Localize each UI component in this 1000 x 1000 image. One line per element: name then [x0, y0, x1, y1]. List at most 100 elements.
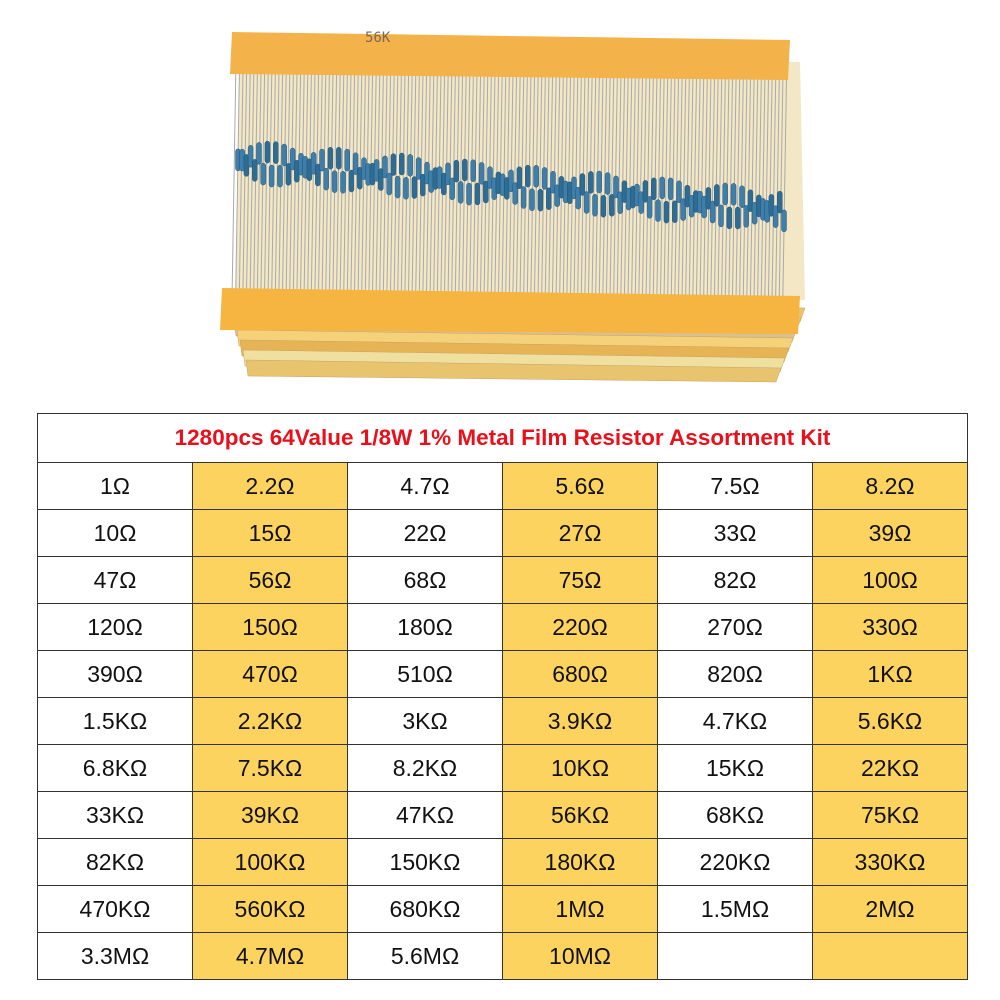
resistor-value: 220KΩ — [657, 838, 813, 886]
resistor-value: 4.7MΩ — [192, 932, 348, 980]
resistor-body — [768, 194, 775, 217]
resistor-body — [667, 177, 674, 201]
resistor-body — [483, 180, 489, 204]
table-row: 1Ω 2.2Ω 4.7Ω 5.6Ω 7.5Ω 8.2Ω — [37, 462, 968, 510]
resistor-body — [579, 173, 586, 196]
resistor-value: 8.2KΩ — [347, 744, 503, 792]
resistor-value: 10MΩ — [502, 932, 658, 980]
resistor-value: 150KΩ — [347, 838, 503, 886]
wire — [245, 59, 251, 301]
wire — [591, 59, 597, 301]
resistor-value: 1.5MΩ — [657, 885, 813, 933]
table-row: 1.5KΩ 2.2KΩ 3KΩ 3.9KΩ 4.7KΩ 5.6KΩ — [37, 697, 968, 745]
resistor-value: 680KΩ — [347, 885, 503, 933]
resistor-value: 270Ω — [657, 603, 813, 651]
resistor-body — [264, 140, 271, 164]
resistor-body — [268, 164, 275, 188]
resistor-body — [659, 176, 665, 200]
wire — [407, 59, 413, 301]
resistor-value: 330KΩ — [812, 838, 968, 886]
resistor-body — [453, 159, 460, 183]
wire — [634, 59, 640, 301]
wire — [681, 59, 687, 301]
wire — [631, 59, 637, 301]
empty-cell — [812, 932, 968, 980]
wire — [263, 59, 269, 301]
wire — [757, 59, 763, 301]
resistor-body — [289, 147, 296, 171]
resistor-value: 390Ω — [37, 650, 193, 698]
resistor-body — [651, 177, 657, 201]
resistor-value: 6.8KΩ — [37, 744, 193, 792]
wire — [688, 59, 694, 301]
resistor-body — [277, 164, 283, 188]
wire — [731, 59, 737, 301]
wire — [566, 59, 572, 301]
wire — [242, 59, 248, 301]
resistor-value: 39Ω — [812, 509, 968, 557]
resistor-body — [478, 162, 485, 185]
table-title: 1280pcs 64Value 1/8W 1% Metal Film Resis… — [37, 413, 968, 463]
table-row: 33KΩ 39KΩ 47KΩ 56KΩ 68KΩ 75KΩ — [37, 791, 968, 839]
resistor-body — [739, 185, 745, 208]
resistor-value: 120Ω — [37, 603, 193, 651]
wire — [238, 59, 244, 301]
wire — [616, 59, 622, 301]
resistor-value: 15KΩ — [657, 744, 813, 792]
resistor-value: 2.2Ω — [192, 462, 348, 510]
wire — [663, 59, 669, 301]
resistor-body — [487, 166, 493, 189]
wire — [623, 59, 629, 301]
resistor-value: 180Ω — [347, 603, 503, 651]
resistor-value: 2MΩ — [812, 885, 968, 933]
resistor-value: 68KΩ — [657, 791, 813, 839]
resistor-body — [382, 155, 388, 179]
wire — [353, 59, 359, 301]
resistor-value: 10KΩ — [502, 744, 658, 792]
wire — [627, 59, 633, 301]
wire — [749, 59, 755, 301]
table-row: 10Ω 15Ω 22Ω 27Ω 33Ω 39Ω — [37, 509, 968, 557]
resistor-body — [336, 147, 342, 170]
resistor-body — [541, 167, 548, 190]
tape-layer — [245, 359, 782, 383]
wire — [577, 59, 583, 301]
resistor-body — [457, 181, 464, 204]
resistor-body — [462, 158, 468, 182]
table-row: 47Ω 56Ω 68Ω 75Ω 82Ω 100Ω — [37, 556, 968, 604]
resistor-body — [327, 147, 334, 170]
wire — [274, 59, 280, 301]
resistor-body — [331, 170, 338, 193]
wire — [458, 59, 464, 301]
resistor-body — [508, 169, 514, 193]
wire — [674, 59, 680, 301]
product-photo: 56K — [220, 30, 806, 383]
resistor-value: 1KΩ — [812, 650, 968, 698]
wire — [249, 59, 255, 301]
resistor-body — [655, 199, 661, 222]
wire — [281, 59, 287, 301]
wire — [584, 59, 590, 301]
resistor-value: 82KΩ — [37, 838, 193, 886]
wire — [713, 59, 719, 301]
resistor-value: 7.5KΩ — [192, 744, 348, 792]
resistor-body — [445, 162, 451, 186]
wire — [335, 59, 341, 301]
resistor-value: 5.6KΩ — [812, 697, 968, 745]
resistor-body — [415, 157, 422, 180]
resistor-value: 47Ω — [37, 556, 193, 604]
wire — [389, 59, 395, 301]
resistor-value: 1MΩ — [502, 885, 658, 933]
wire — [476, 59, 482, 301]
resistor-value: 15Ω — [192, 509, 348, 557]
resistor-value: 22KΩ — [812, 744, 968, 792]
resistor-value: 680Ω — [502, 650, 658, 698]
wire — [638, 59, 644, 301]
resistor-body — [394, 175, 401, 199]
resistor-value: 5.6MΩ — [347, 932, 503, 980]
wire — [645, 59, 651, 301]
title-row: 1280pcs 64Value 1/8W 1% Metal Film Resis… — [37, 413, 968, 463]
resistor-body — [718, 204, 724, 228]
table-row: 390Ω 470Ω 510Ω 680Ω 820Ω 1KΩ — [37, 650, 968, 698]
